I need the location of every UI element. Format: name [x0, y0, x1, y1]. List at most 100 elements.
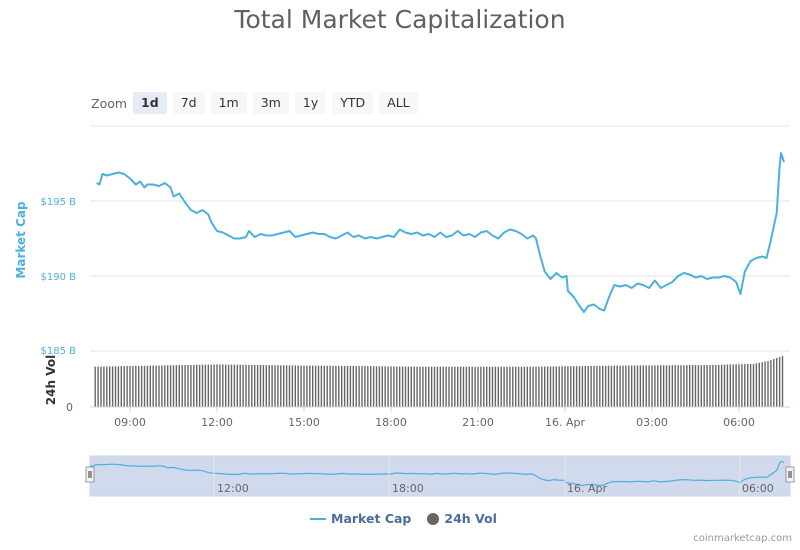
volume-bar [491, 366, 494, 407]
volume-bar [291, 365, 294, 407]
volume-bar [686, 365, 688, 407]
volume-bar [448, 366, 450, 407]
volume-bar [544, 366, 546, 407]
volume-bar [169, 365, 172, 407]
volume-bar [106, 366, 108, 407]
volume-bar [349, 366, 352, 407]
volume-bar [341, 365, 343, 407]
volume-bar [454, 366, 456, 407]
volume-bar [143, 365, 146, 407]
navigator-mask[interactable] [89, 455, 791, 497]
volume-bar [375, 366, 378, 407]
volume-bar [225, 364, 227, 407]
volume-bar [596, 365, 598, 407]
volume-bar [697, 365, 700, 407]
volume-bar [706, 365, 708, 407]
volume-bar [651, 365, 653, 407]
volume-bar [361, 366, 363, 407]
x-tick-1500: 15:00 [288, 416, 320, 429]
volume-bar [486, 366, 488, 407]
navigator-handle-left[interactable] [85, 466, 95, 483]
zoom-button-all[interactable]: ALL [379, 92, 418, 114]
volume-bar [198, 364, 201, 407]
volume-bar [526, 366, 528, 407]
legend-item-volume[interactable]: 24h Vol [427, 511, 497, 526]
volume-bar [628, 365, 630, 407]
volume-bar [326, 365, 328, 407]
zoom-button-ytd[interactable]: YTD [332, 92, 374, 114]
volume-bar [610, 365, 613, 407]
navigator-tick-16apr: 16. Apr [567, 482, 607, 495]
volume-bar [129, 366, 131, 407]
volume-bar [665, 365, 668, 407]
volume-bar [109, 366, 111, 407]
volume-bar [764, 361, 766, 407]
volume-bar [715, 364, 717, 407]
volume-bar [483, 366, 485, 407]
volume-bar [230, 364, 233, 407]
volume-bar [657, 365, 659, 407]
volume-bar [381, 366, 383, 407]
volume-bar [396, 366, 398, 407]
volume-bar [442, 366, 444, 407]
volume-bar [668, 365, 671, 407]
credit-link[interactable]: coinmarketcap.com [693, 533, 792, 544]
volume-bar [741, 364, 743, 407]
volume-bar [517, 366, 520, 407]
legend-label-volume: 24h Vol [444, 511, 497, 526]
zoom-button-7d[interactable]: 7d [172, 92, 205, 114]
volume-bar [561, 366, 563, 407]
volume-bar [387, 366, 389, 407]
volume-bar [164, 365, 166, 407]
volume-bar [277, 365, 279, 407]
volume-bar [622, 365, 624, 407]
volume-bar [419, 366, 421, 407]
volume-bar [755, 363, 758, 407]
zoom-bar: Zoom 1d 7d 1m 3m 1y YTD ALL [91, 92, 424, 114]
volume-bar [216, 364, 218, 407]
volume-bar [190, 364, 192, 407]
legend-item-market-cap[interactable]: Market Cap [310, 511, 411, 526]
volume-bar [103, 366, 105, 407]
x-tick-2100: 21:00 [462, 416, 494, 429]
volume-bar [317, 365, 320, 407]
market-cap-series-line [96, 152, 785, 313]
volume-bar [123, 366, 125, 407]
zoom-button-1m[interactable]: 1m [210, 92, 247, 114]
navigator-tick-1800: 18:00 [392, 482, 424, 495]
volume-bar [138, 365, 140, 407]
volume-bar [509, 366, 511, 407]
volume-bar [575, 366, 578, 407]
volume-bar [433, 366, 436, 407]
volume-bar [578, 366, 581, 407]
volume-bar [346, 366, 349, 407]
volume-bar [358, 366, 360, 407]
volume-bar [552, 366, 555, 407]
volume-bar [459, 366, 462, 407]
volume-bar [378, 366, 381, 407]
volume-bar [146, 365, 149, 407]
volume-bar [297, 365, 299, 407]
volume-bar [184, 365, 186, 407]
volume-bar [529, 366, 531, 407]
zoom-button-1d[interactable]: 1d [133, 92, 167, 114]
navigator[interactable]: 12:00 18:00 16. Apr 06:00 [85, 455, 795, 497]
volume-bar [532, 366, 534, 407]
zoom-button-1y[interactable]: 1y [294, 92, 327, 114]
volume-bar [625, 365, 627, 407]
volume-bar [262, 365, 265, 407]
zoom-button-3m[interactable]: 3m [252, 92, 289, 114]
x-tick-0900: 09:00 [114, 416, 146, 429]
volume-bar [744, 364, 746, 407]
volume-bar [639, 365, 642, 407]
volume-bar [619, 365, 621, 407]
navigator-handle-right[interactable] [785, 466, 795, 483]
volume-bar [494, 366, 497, 407]
volume-bar [309, 365, 311, 407]
volume-bar [312, 365, 314, 407]
volume-bar [306, 365, 308, 407]
volume-bar [671, 365, 673, 407]
volume-bar [227, 364, 230, 407]
volume-bar [573, 366, 575, 407]
